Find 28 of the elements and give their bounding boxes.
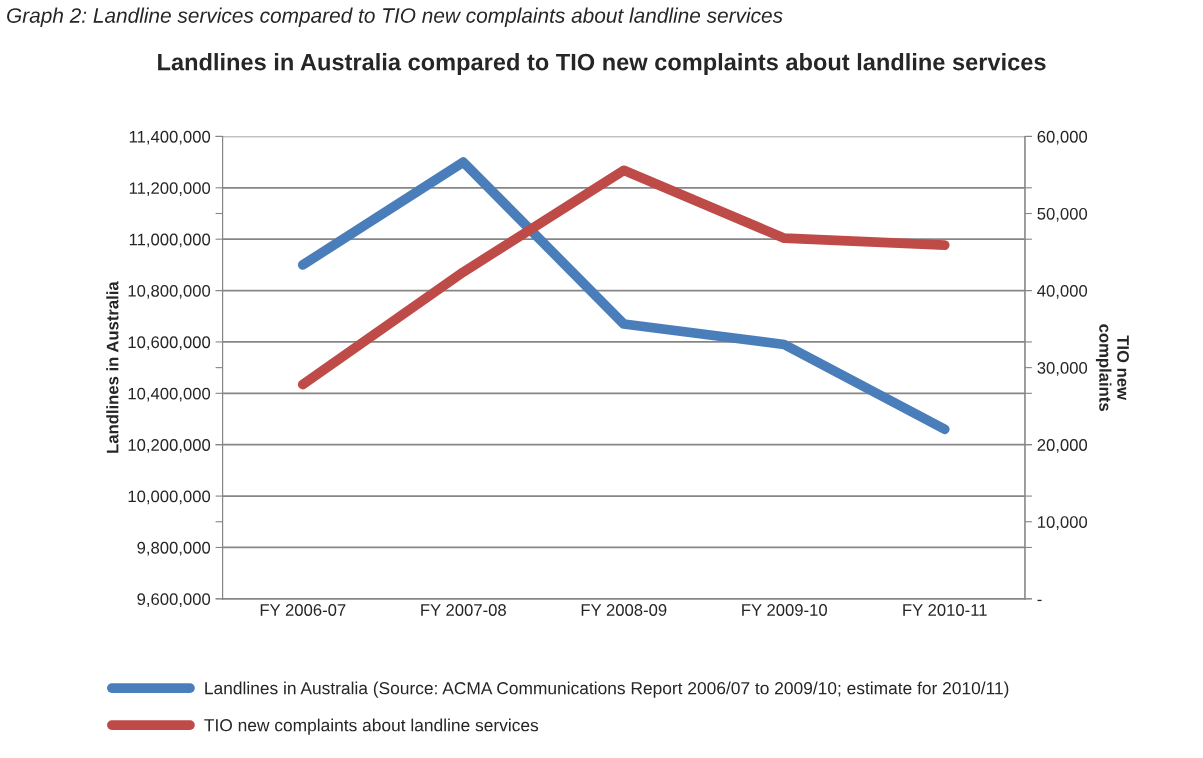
legend-label: TIO new complaints about landline services xyxy=(204,718,539,735)
y-tick-label: 11,000,000 xyxy=(129,233,211,248)
y-tick-label: 10,200,000 xyxy=(128,439,211,453)
x-tick-label: FY 2009-10 xyxy=(742,604,827,616)
y-tick-label: 9,800,000 xyxy=(137,541,211,556)
x-tick-label: FY 2006-07 xyxy=(260,604,346,616)
caption: Graph 2: Landline services compared to TIO new complaints about landline services xyxy=(7,7,783,27)
y-tick-label: 10,400,000 xyxy=(128,387,211,402)
y2-tick-label: 10,000 xyxy=(1038,516,1088,530)
y-tick-label: 10,800,000 xyxy=(128,284,211,299)
x-tick-label: FY 2008-09 xyxy=(581,604,667,616)
y-tick-label: 10,600,000 xyxy=(128,336,211,351)
legend-label: Landlines in Australia (Source: ACMA Communications Report 2006/07 to 2009/10; estimate for 2010/11) xyxy=(205,681,1009,698)
x-tick-label: FY 2007-08 xyxy=(421,604,506,616)
y2-axis-title: TIO new complaints xyxy=(1095,324,1129,411)
y-axis-title: Landlines in Australia xyxy=(106,281,119,453)
y-tick-label: 9,600,000 xyxy=(137,593,211,607)
y2-tick-label: 50,000 xyxy=(1037,207,1088,222)
y2-tick-label: 40,000 xyxy=(1037,284,1088,299)
y-tick-label: 10,000,000 xyxy=(128,490,211,505)
x-tick-label: FY 2010-11 xyxy=(903,604,987,616)
y-tick-label: 11,400,000 xyxy=(129,130,211,145)
y2-tick-label: 60,000 xyxy=(1037,130,1088,145)
y2-tick-label: 20,000 xyxy=(1037,439,1088,453)
chart-title: Landlines in Australia compared to TIO new complaints about landline services xyxy=(158,53,1046,76)
y2-tick-label: - xyxy=(1037,599,1042,602)
y-tick-label: 11,200,000 xyxy=(129,182,211,196)
y2-tick-label: 30,000 xyxy=(1037,362,1088,376)
